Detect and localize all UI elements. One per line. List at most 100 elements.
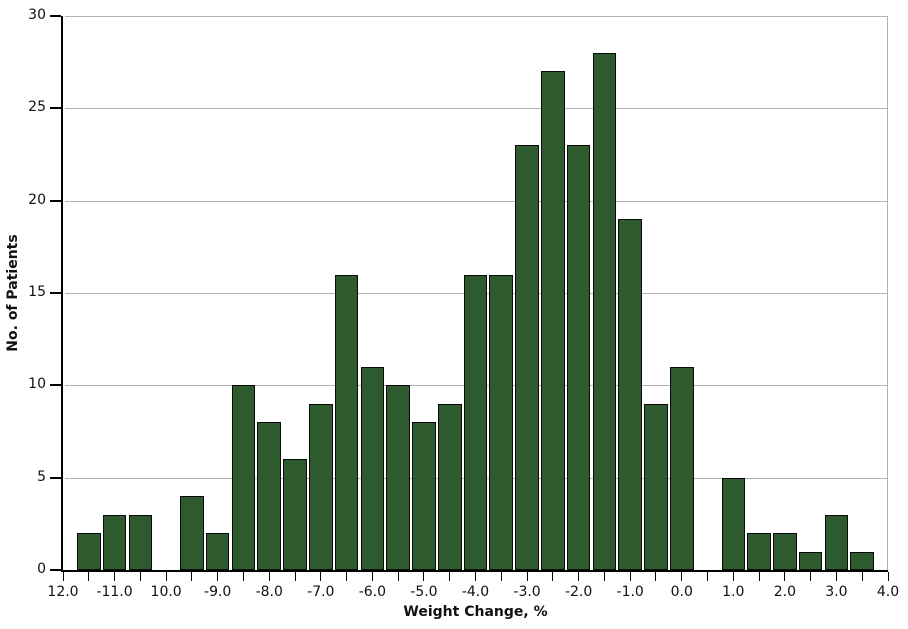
x-tick — [242, 572, 244, 581]
histogram-bar — [463, 274, 488, 570]
x-tick — [526, 572, 528, 581]
histogram-bar — [747, 533, 771, 570]
y-gridline-30 — [65, 16, 887, 17]
x-tick-label: -8.0 — [255, 584, 283, 600]
y-tick-label: 0 — [37, 561, 46, 577]
histogram-bar — [798, 551, 823, 570]
y-tick-label: 10 — [28, 376, 46, 393]
x-tick-label: -4.0 — [461, 584, 490, 600]
y-tick — [50, 476, 61, 479]
x-tick — [371, 572, 373, 581]
x-tick-label: -6.0 — [358, 584, 387, 600]
y-tick-label: 25 — [28, 99, 46, 116]
x-tick — [861, 572, 863, 581]
histogram-bar — [515, 145, 539, 570]
histogram-bar — [334, 274, 359, 570]
x-tick — [552, 572, 554, 581]
x-tick — [165, 572, 167, 581]
x-tick-label: 0.0 — [670, 584, 693, 600]
x-tick — [217, 572, 219, 581]
y-tick-label: 20 — [28, 191, 46, 208]
x-tick-label: 4.0 — [876, 584, 900, 600]
histogram-bar — [489, 274, 514, 570]
x-tick — [475, 572, 476, 581]
x-tick — [655, 572, 657, 581]
histogram-bar — [773, 533, 797, 570]
plot-right-border — [887, 16, 888, 570]
histogram-bar — [721, 477, 746, 570]
histogram-bar — [850, 551, 874, 570]
x-tick-label: -11.0 — [96, 584, 133, 600]
y-tick — [50, 15, 61, 17]
y-tick-label: 15 — [28, 284, 46, 300]
x-tick-label: -7.0 — [307, 584, 335, 600]
x-tick — [294, 572, 296, 581]
histogram-bar — [360, 366, 385, 570]
x-tick — [268, 572, 270, 581]
x-tick — [810, 572, 812, 581]
x-tick-label: -9.0 — [204, 584, 232, 600]
x-tick — [346, 572, 348, 581]
y-tick — [50, 107, 61, 110]
x-tick-label: 1.0 — [722, 584, 745, 600]
x-tick-label: 12.0 — [47, 584, 79, 600]
x-tick — [191, 572, 193, 581]
histogram-bar — [231, 385, 256, 570]
y-gridline-20 — [65, 200, 887, 202]
x-tick-label: -1.0 — [616, 584, 644, 600]
x-tick — [114, 572, 116, 581]
histogram-bar — [412, 422, 436, 570]
histogram-bar — [592, 52, 617, 570]
y-tick — [50, 292, 61, 294]
x-axis-line — [61, 570, 888, 572]
y-tick — [50, 199, 61, 202]
y-gridline-25 — [65, 108, 887, 110]
x-tick — [62, 572, 64, 581]
histogram-bar — [309, 403, 333, 570]
x-tick — [603, 572, 605, 581]
x-tick — [320, 572, 322, 581]
x-tick — [500, 572, 502, 581]
histogram-bar — [257, 422, 282, 570]
histogram-bar — [669, 366, 694, 570]
x-tick — [887, 572, 889, 581]
x-tick — [397, 572, 399, 581]
x-tick — [578, 572, 580, 581]
x-tick — [784, 572, 786, 581]
histogram-bar — [386, 385, 410, 570]
x-tick — [681, 572, 683, 581]
x-tick — [139, 572, 141, 581]
histogram-bar — [128, 514, 153, 570]
histogram-bar — [76, 533, 101, 570]
x-tick-label: -2.0 — [564, 584, 593, 600]
x-axis-title: Weight Change, % — [403, 604, 548, 620]
histogram-bar — [205, 533, 230, 570]
histogram-bar — [102, 514, 127, 570]
x-tick — [629, 572, 631, 581]
x-tick-label: 3.0 — [825, 584, 848, 600]
x-tick — [449, 572, 451, 581]
x-tick — [423, 572, 425, 581]
x-tick-label: -3.0 — [513, 584, 541, 600]
x-tick — [758, 572, 760, 581]
x-tick — [732, 572, 734, 581]
histogram-bar — [180, 496, 204, 570]
x-tick-label: 10.0 — [150, 584, 182, 600]
y-tick-label: 5 — [37, 468, 46, 485]
histogram-bar — [566, 145, 591, 570]
x-tick — [835, 572, 837, 581]
histogram-bar — [283, 459, 307, 570]
histogram-bar — [437, 403, 462, 570]
histogram-bar — [644, 403, 668, 570]
x-tick-label: 2.0 — [773, 584, 797, 600]
histogram-bar — [541, 71, 565, 570]
histogram-bar — [618, 219, 642, 570]
y-tick — [50, 569, 61, 571]
y-tick — [50, 384, 61, 387]
y-tick-label: 30 — [28, 7, 46, 23]
y-axis-line — [61, 16, 63, 572]
x-tick-label: -5.0 — [410, 584, 438, 600]
x-tick — [707, 572, 709, 581]
histogram-bar — [824, 514, 849, 570]
